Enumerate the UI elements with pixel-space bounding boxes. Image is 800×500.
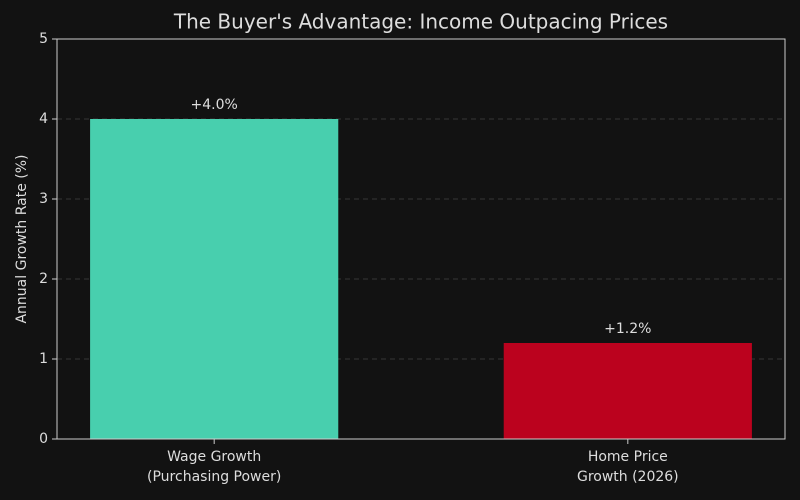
y-tick-label: 5 [39, 31, 48, 47]
value-label: +4.0% [191, 97, 238, 113]
bar [503, 343, 752, 439]
plot-frame [56, 38, 786, 440]
y-tick-label: 0 [39, 431, 48, 447]
chart-title: The Buyer's Advantage: Income Outpacing … [173, 10, 668, 34]
x-tick-label: Wage Growth (Purchasing Power) [147, 449, 281, 485]
y-tick-label: 4 [39, 111, 48, 127]
y-axis-label: Annual Growth Rate (%) [14, 154, 30, 323]
bar [90, 119, 339, 439]
y-tick-label: 3 [39, 191, 48, 207]
y-tick-label: 2 [39, 271, 48, 287]
value-label: +1.2% [604, 321, 651, 337]
y-tick-label: 1 [39, 351, 48, 367]
x-tick-label: Home Price Growth (2026) [577, 449, 679, 485]
